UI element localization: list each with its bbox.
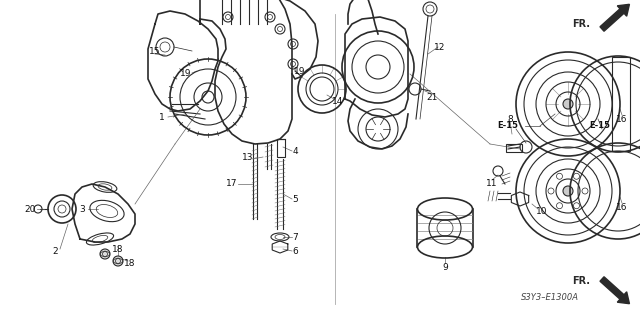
Text: 14: 14 [332, 97, 344, 106]
Text: 12: 12 [435, 42, 445, 51]
Text: 13: 13 [243, 152, 253, 161]
Text: FR.: FR. [572, 19, 590, 29]
Text: 17: 17 [227, 180, 237, 189]
Text: 18: 18 [124, 259, 136, 269]
Text: E-15: E-15 [497, 122, 518, 130]
Text: 8: 8 [507, 115, 513, 123]
FancyArrow shape [600, 4, 629, 31]
Text: 4: 4 [292, 146, 298, 155]
Bar [612, 57, 630, 151]
Circle shape [113, 256, 123, 266]
Bar [506, 144, 522, 152]
Text: 11: 11 [486, 179, 498, 188]
Circle shape [100, 249, 110, 259]
Bar [277, 139, 285, 157]
FancyArrow shape [600, 277, 629, 304]
Text: 3: 3 [79, 204, 85, 213]
Text: 16: 16 [616, 203, 628, 211]
Text: 6: 6 [292, 247, 298, 256]
Text: 20: 20 [24, 204, 36, 213]
Text: 10: 10 [536, 206, 548, 216]
Text: 15: 15 [149, 47, 161, 56]
Text: 19: 19 [180, 69, 192, 78]
Text: FR.: FR. [572, 276, 590, 286]
Circle shape [563, 186, 573, 196]
Text: S3Y3–E1300A: S3Y3–E1300A [521, 293, 579, 301]
Text: 16: 16 [616, 115, 628, 123]
Text: 19: 19 [294, 68, 306, 77]
Text: 5: 5 [292, 195, 298, 204]
Text: 21: 21 [426, 93, 438, 101]
Text: 18: 18 [112, 244, 124, 254]
Text: E-15: E-15 [589, 122, 611, 130]
Circle shape [563, 99, 573, 109]
Text: 1: 1 [159, 113, 165, 122]
Text: 7: 7 [292, 233, 298, 241]
Text: 2: 2 [52, 248, 58, 256]
Text: 9: 9 [442, 263, 448, 271]
